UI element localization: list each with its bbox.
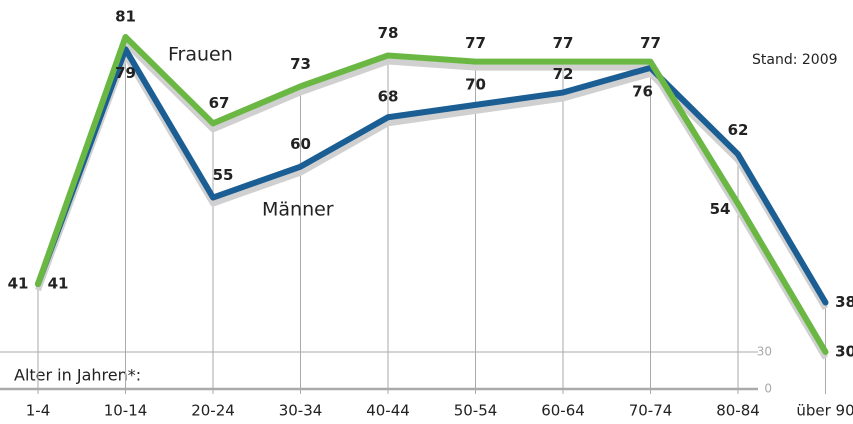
x-tick-label: 70-74 bbox=[629, 402, 673, 420]
data-label: 79 bbox=[115, 64, 136, 82]
series-label: Frauen bbox=[168, 44, 233, 66]
series-line bbox=[35, 33, 829, 355]
data-label: 68 bbox=[378, 88, 399, 106]
series-line bbox=[35, 46, 829, 306]
data-label: 78 bbox=[378, 24, 399, 42]
x-tick-label: 20-24 bbox=[191, 402, 235, 420]
data-label: 60 bbox=[290, 135, 311, 153]
data-label: 38 bbox=[835, 293, 853, 311]
line-shadow bbox=[35, 52, 829, 311]
data-label: 77 bbox=[465, 34, 486, 52]
data-label: 54 bbox=[710, 200, 731, 218]
data-label: 72 bbox=[553, 65, 574, 83]
x-tick-label: 1-4 bbox=[26, 402, 51, 420]
axis-label: Alter in Jahren*: bbox=[14, 366, 141, 385]
annotation: Stand: 2009 bbox=[752, 52, 838, 68]
x-tick-label: 80-84 bbox=[716, 402, 760, 420]
data-label: 30 bbox=[835, 342, 853, 360]
y-tick-label: 0 bbox=[764, 382, 772, 396]
data-label: 41 bbox=[8, 275, 29, 293]
data-label: 67 bbox=[209, 94, 230, 112]
x-tick-label: 10-14 bbox=[104, 402, 148, 420]
data-label: 70 bbox=[465, 75, 486, 93]
data-label: 55 bbox=[213, 166, 234, 184]
y-tick-label: 30 bbox=[757, 344, 772, 358]
x-tick-label: 60-64 bbox=[541, 402, 585, 420]
data-label: 76 bbox=[632, 82, 653, 100]
data-label: 81 bbox=[115, 7, 136, 25]
x-tick-label: 50-54 bbox=[454, 402, 498, 420]
series-label: Männer bbox=[262, 199, 334, 221]
x-tick-label: über 90 bbox=[796, 402, 853, 420]
data-label: 77 bbox=[640, 34, 661, 52]
x-tick-label: 30-34 bbox=[279, 402, 323, 420]
data-label: 62 bbox=[728, 121, 749, 139]
line-shadow bbox=[35, 39, 829, 360]
data-label: 41 bbox=[48, 275, 69, 293]
data-label: 73 bbox=[290, 55, 311, 73]
data-label: 77 bbox=[553, 34, 574, 52]
x-tick-label: 40-44 bbox=[366, 402, 410, 420]
